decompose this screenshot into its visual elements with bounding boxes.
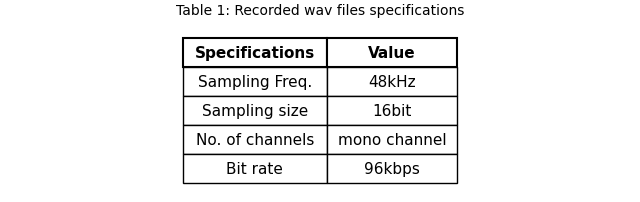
- Title: Table 1: Recorded wav files specifications: Table 1: Recorded wav files specificatio…: [176, 4, 464, 18]
